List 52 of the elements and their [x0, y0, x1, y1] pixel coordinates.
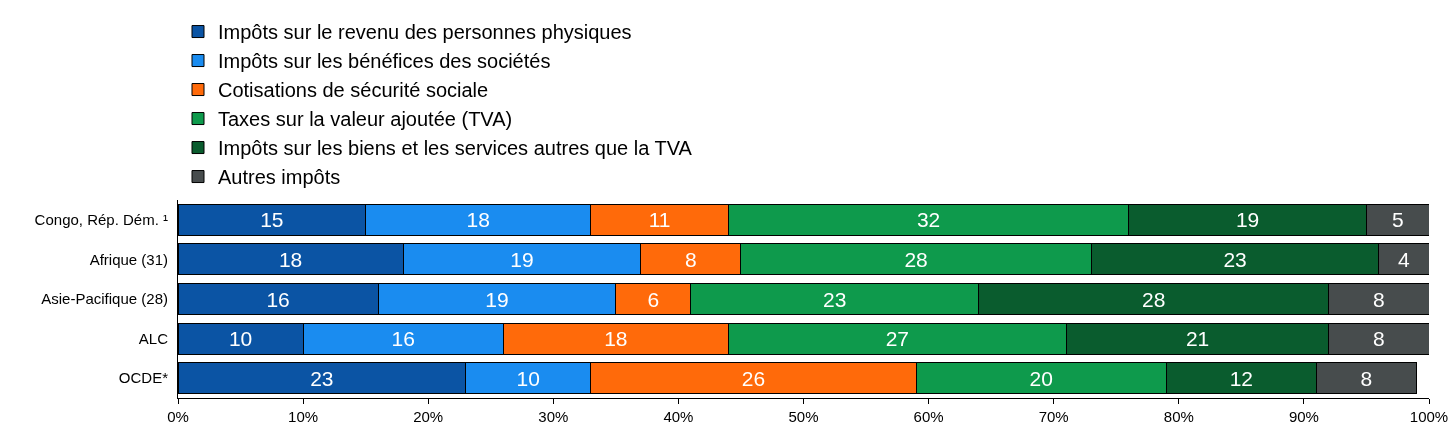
- data-label: 19: [1235, 208, 1260, 232]
- data-label: 10: [516, 366, 540, 390]
- data-label: 23: [823, 287, 847, 311]
- data-label: 16: [266, 287, 290, 311]
- data-label: 19: [510, 247, 534, 271]
- y-tick-label: Congo, Rép. Dém. ¹: [34, 211, 168, 229]
- data-label: 28: [1142, 287, 1166, 311]
- x-tick-label: 80%: [1163, 408, 1194, 425]
- x-tick-label: 60%: [913, 408, 944, 425]
- legend-label: Impôts sur le revenu des personnes physiques: [218, 21, 632, 44]
- x-tick-label: 10%: [288, 408, 319, 425]
- data-label: 11: [648, 208, 671, 232]
- y-tick-label: Asie-Pacifique (28): [41, 290, 168, 308]
- data-label: 23: [1223, 247, 1247, 271]
- data-label: 8: [1373, 287, 1385, 311]
- data-label: 28: [904, 247, 928, 271]
- data-label: 12: [1229, 366, 1254, 390]
- x-tick-label: 20%: [413, 408, 444, 425]
- data-label: 5: [1391, 208, 1404, 232]
- y-tick-label: Afrique (31): [89, 250, 168, 268]
- data-label: 10: [228, 327, 253, 351]
- legend-label: Impôts sur les bénéfices des sociétés: [218, 50, 551, 73]
- y-tick-label: OCDE*: [118, 369, 169, 387]
- legend-label: Impôts sur les biens et les services autres que la TVA: [218, 137, 693, 160]
- x-tick-label: 40%: [663, 408, 694, 425]
- data-label: 4: [1397, 247, 1410, 271]
- x-tick-label: 30%: [538, 408, 569, 425]
- data-label: 23: [310, 366, 334, 390]
- x-tick-label: 70%: [1038, 408, 1069, 425]
- legend-label: Autres impôts: [218, 166, 341, 189]
- data-label: 20: [1029, 366, 1053, 390]
- data-label: 8: [1373, 327, 1385, 351]
- data-label: 32: [916, 208, 941, 232]
- data-label: 27: [885, 327, 909, 351]
- legend-label: Taxes sur la valeur ajoutée (TVA): [218, 108, 513, 131]
- data-label: 19: [485, 287, 509, 311]
- data-label: 8: [1360, 366, 1373, 390]
- x-tick-label: 100%: [1409, 408, 1449, 425]
- y-tick-label: ALC: [138, 329, 169, 347]
- data-label: 26: [741, 366, 766, 390]
- x-tick-label: 90%: [1288, 408, 1319, 425]
- x-tick-label: 0%: [167, 408, 189, 425]
- data-label: 21: [1185, 327, 1210, 351]
- data-label: 18: [604, 327, 628, 351]
- data-label: 15: [260, 208, 284, 232]
- x-tick-label: 50%: [788, 408, 819, 425]
- data-label: 8: [685, 247, 697, 271]
- data-label: 16: [391, 327, 415, 351]
- data-label: 18: [466, 208, 490, 232]
- data-label: 18: [278, 247, 303, 271]
- legend-label: Cotisations de sécurité sociale: [218, 79, 489, 102]
- data-label: 6: [647, 287, 660, 311]
